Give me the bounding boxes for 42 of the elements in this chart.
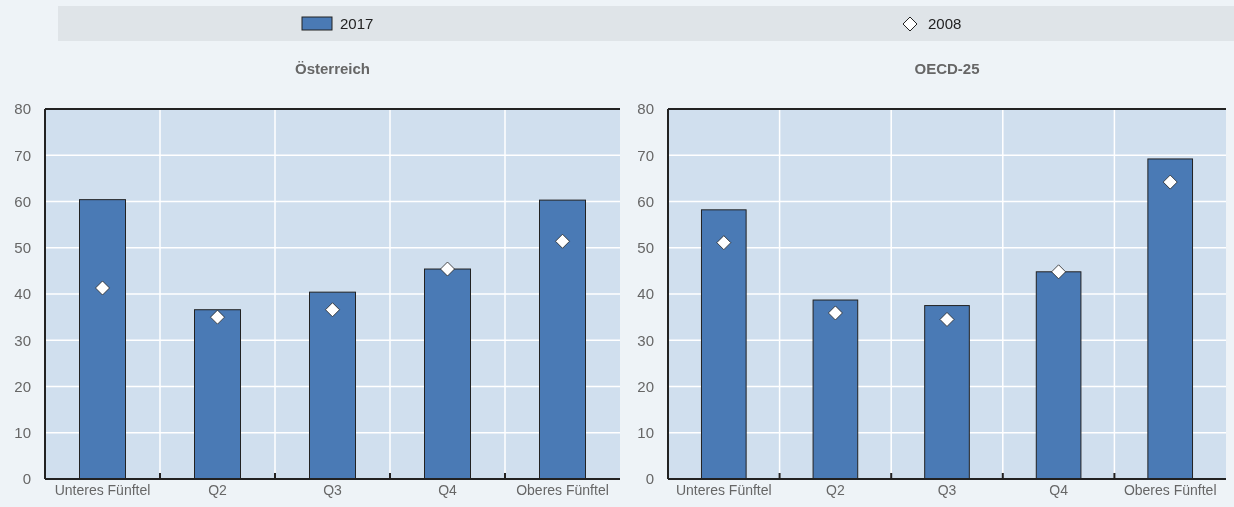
point: [828, 305, 843, 321]
point: [440, 261, 455, 277]
y-tick-label: 60: [14, 192, 31, 210]
point: [95, 280, 110, 296]
point: [716, 235, 732, 251]
point: [939, 312, 955, 327]
y-tick-label: 0: [22, 470, 31, 488]
y-tick-label: 0: [645, 470, 654, 488]
point: [325, 302, 340, 318]
y-tick-label: 70: [637, 146, 654, 164]
point: [555, 233, 570, 249]
y-tick-label: 30: [14, 331, 31, 349]
y-tick-label: 40: [637, 285, 654, 303]
y-tick-label: 80: [14, 100, 31, 118]
y-tick-label: 70: [14, 146, 31, 164]
y-tick-label: 80: [637, 100, 654, 118]
point: [1162, 174, 1178, 190]
x-tick-label: Oberes Fünftel: [1123, 482, 1217, 498]
y-tick-label: 10: [637, 424, 654, 441]
point: [210, 309, 225, 325]
chart-title: Österreich: [294, 60, 371, 77]
x-tick-label: Unteres Fünftel: [675, 482, 772, 498]
y-tick-label: 50: [14, 239, 31, 256]
chart-title: OECD-25: [914, 60, 980, 77]
y-tick-label: 20: [637, 377, 654, 395]
legend-label: 2017: [340, 15, 374, 33]
legend-label: 2008: [928, 15, 962, 33]
y-tick-label: 30: [637, 331, 654, 349]
y-tick-label: 60: [637, 192, 654, 210]
y-tick-label: 50: [637, 239, 654, 256]
y-tick-label: 10: [14, 424, 31, 441]
x-tick-label: Q4: [1049, 482, 1069, 498]
x-tick-label: Unteres Fünftel: [54, 482, 151, 498]
x-tick-label: Q3: [323, 482, 343, 498]
x-tick-label: Q4: [438, 482, 458, 498]
y-tick-label: 20: [14, 377, 31, 395]
point: [1051, 264, 1066, 280]
x-tick-label: Oberes Fünftel: [516, 482, 609, 498]
x-tick-label: Q2: [208, 482, 228, 498]
y-tick-label: 40: [14, 285, 31, 303]
x-tick-label: Q3: [937, 482, 957, 498]
x-tick-label: Q2: [826, 482, 845, 498]
